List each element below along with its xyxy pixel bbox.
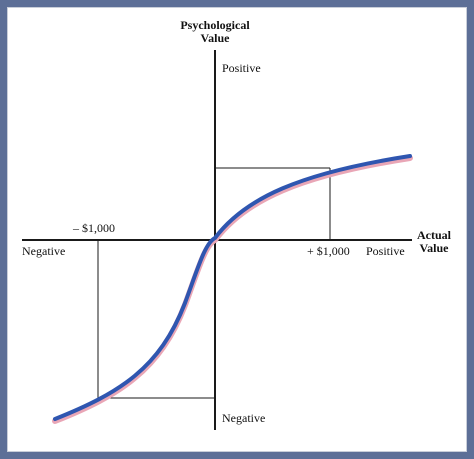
x-negative-label: Negative — [22, 245, 65, 258]
y-positive-label: Positive — [222, 62, 261, 75]
y-negative-label: Negative — [222, 412, 265, 425]
x-pos-tick-label: + $1,000 — [307, 245, 350, 258]
y-axis-title: Psychological Value — [165, 19, 265, 45]
x-axis-title-line-2: Value — [408, 242, 460, 255]
x-neg-tick-label: – $1,000 — [73, 222, 115, 235]
value-function-curve — [55, 156, 410, 419]
value-function-curve-highlight — [55, 158, 410, 421]
x-axis-title: Actual Value — [408, 229, 460, 255]
y-axis-title-line-2: Value — [165, 32, 265, 45]
x-positive-label: Positive — [366, 245, 405, 258]
